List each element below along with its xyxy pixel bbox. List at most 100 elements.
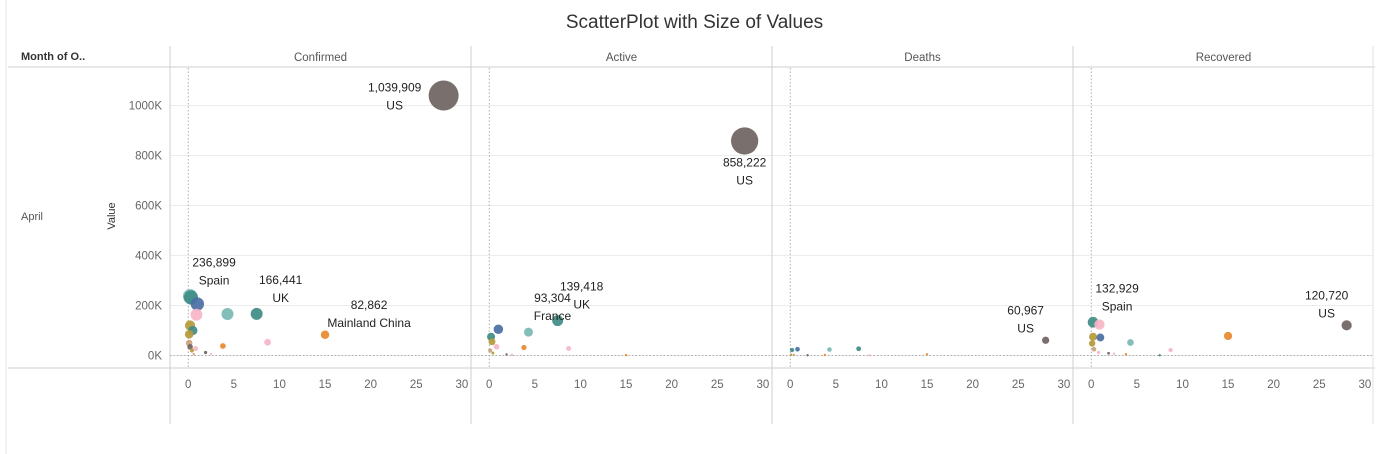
scatter-point[interactable] [1096,350,1101,355]
scatter-point[interactable] [795,346,800,352]
scatter-point[interactable] [792,353,796,357]
x-tick-label: 30 [455,379,468,391]
scatter-point[interactable] [1112,352,1116,355]
x-tick-label: 0 [1088,379,1094,391]
scatter-point[interactable] [731,127,759,155]
scatter-point[interactable] [1341,320,1352,331]
scatter-point[interactable] [184,329,194,339]
data-label-value: 82,862 [351,298,388,312]
scatter-point[interactable] [510,353,514,356]
x-tick-label: 10 [875,379,888,391]
scatter-point[interactable] [488,338,496,346]
scatter-point[interactable] [428,80,459,111]
scatter-point[interactable] [193,346,198,351]
panel-header[interactable]: Active [606,52,637,64]
scatter-point[interactable] [203,350,208,355]
data-label-value: 236,899 [192,255,236,269]
data-label-value: 120,720 [1305,288,1349,302]
scatter-point[interactable] [521,344,527,351]
scatter-point[interactable] [827,347,832,352]
scatter-point[interactable] [189,348,194,353]
panel-deaths: Deaths 0 5 10 15 20 25 30 60,967 US [771,46,1073,424]
x-tick-label: 20 [966,379,979,391]
scatter-point[interactable] [1168,347,1173,353]
x-tick-label: 30 [1358,379,1371,391]
scatter-point[interactable] [1094,319,1105,330]
scatter-point[interactable] [1223,331,1233,341]
data-label-country: US [1318,306,1335,320]
data-label-country: Spain [199,273,230,287]
scatter-point[interactable] [192,353,195,356]
scatter-point[interactable] [1158,354,1161,357]
chart-frame [5,0,1375,454]
scatter-point[interactable] [209,352,213,356]
x-tick-label: 25 [711,379,724,391]
scatter-point[interactable] [505,353,508,356]
scatter-point[interactable] [1124,353,1128,356]
scatter-point[interactable] [868,354,871,357]
scatter-point[interactable] [187,344,193,350]
scatter-point[interactable] [624,353,628,357]
scatter-point[interactable] [264,338,271,346]
scatter-point[interactable] [493,324,504,335]
x-tick-label: 5 [532,379,538,391]
panel-header[interactable]: Recovered [1196,52,1252,64]
data-label-country: US [386,99,403,113]
scatter-point[interactable] [220,343,226,349]
x-tick-label: 25 [410,379,423,391]
scatter-point[interactable] [491,351,495,355]
scatter-point[interactable] [1096,333,1105,342]
x-tick-label: 0 [185,379,191,391]
scatter-point[interactable] [823,353,827,357]
scatter-point[interactable] [523,327,533,337]
data-label-value: 166,441 [259,273,303,287]
x-tick-label: 15 [319,379,332,391]
x-tick-label: 30 [1057,379,1070,391]
scatter-point[interactable] [320,330,330,340]
x-tick-label: 0 [486,379,492,391]
x-tick-label: 10 [574,379,587,391]
scatter-point[interactable] [925,353,929,356]
scatter-point[interactable] [552,315,564,327]
scatter-point[interactable] [488,348,493,353]
x-tick-label: 20 [1267,379,1280,391]
scatter-point[interactable] [806,354,809,357]
data-label-country: France [534,309,572,323]
panel-confirmed: Confirmed 0 5 10 15 20 25 30 1,039,909 US 236,899 S… [170,52,471,391]
scatter-point[interactable] [789,353,793,356]
chart-title: ScatterPlot with Size of Values [565,12,824,33]
panel-header[interactable]: Deaths [904,52,941,64]
x-tick-label: 30 [756,379,769,391]
row-value-april: April [21,211,44,223]
x-tick-label: 20 [665,379,678,391]
y-tick-label: 600K [135,201,162,213]
scatter-point[interactable] [789,347,795,353]
scatter-point[interactable] [566,346,572,351]
scatter-point[interactable] [1127,339,1134,346]
scatter-point[interactable] [856,346,862,352]
scatter-point[interactable] [221,308,234,320]
data-label-value: 60,967 [1007,303,1044,317]
scatter-point[interactable] [1107,351,1110,355]
scatter-point[interactable] [1091,346,1097,352]
x-tick-label: 10 [273,379,286,391]
x-tick-label: 25 [1012,379,1025,391]
x-tick-label: 15 [1222,379,1235,391]
row-header[interactable]: Month of O.. [21,51,86,63]
scatter-point[interactable] [1088,340,1096,347]
data-label-value: 858,222 [723,156,767,170]
x-tick-label: 10 [1176,379,1189,391]
scatter-point[interactable] [1089,332,1098,341]
scatter-point[interactable] [1042,336,1050,344]
x-tick-label: 5 [1134,379,1140,391]
data-label-country: US [736,174,753,188]
scatter-point[interactable] [493,344,500,350]
panel-header[interactable]: Confirmed [294,52,347,64]
x-tick-label: 20 [364,379,377,391]
data-label-value: 93,304 [534,291,571,305]
panels: Confirmed 0 5 10 15 20 25 30 1,039,909 US 236,899 S… [170,46,1374,424]
scatter-point[interactable] [190,308,203,321]
scatter-point[interactable] [250,307,263,320]
scatter-point[interactable] [190,297,205,311]
